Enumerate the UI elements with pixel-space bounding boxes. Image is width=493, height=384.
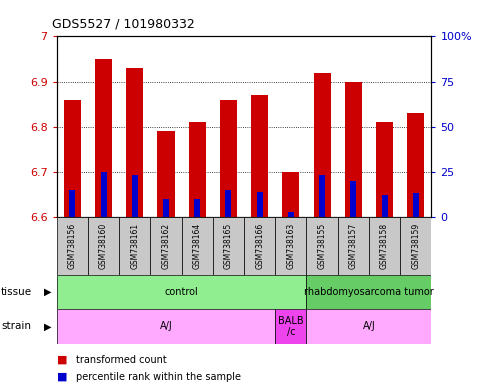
- Bar: [225, 190, 231, 217]
- Text: GSM738165: GSM738165: [224, 223, 233, 269]
- Bar: [275, 217, 307, 275]
- Text: GSM738155: GSM738155: [317, 223, 326, 269]
- Bar: [288, 212, 294, 217]
- Text: strain: strain: [1, 321, 31, 331]
- Bar: [351, 181, 356, 217]
- Text: GSM738158: GSM738158: [380, 223, 389, 269]
- Text: ▶: ▶: [44, 287, 52, 297]
- Text: GSM738160: GSM738160: [99, 223, 108, 269]
- Text: A/J: A/J: [362, 321, 375, 331]
- Text: GDS5527 / 101980332: GDS5527 / 101980332: [52, 17, 195, 30]
- Text: ■: ■: [57, 372, 67, 382]
- Text: GSM738156: GSM738156: [68, 223, 77, 269]
- Bar: [275, 309, 307, 344]
- Bar: [57, 309, 275, 344]
- Text: GSM738161: GSM738161: [130, 223, 139, 269]
- Bar: [314, 73, 331, 217]
- Text: transformed count: transformed count: [76, 355, 167, 365]
- Bar: [376, 122, 393, 217]
- Text: ■: ■: [57, 355, 67, 365]
- Text: ▶: ▶: [44, 321, 52, 331]
- Bar: [181, 217, 213, 275]
- Text: GSM738163: GSM738163: [286, 223, 295, 269]
- Bar: [57, 275, 307, 309]
- Bar: [157, 131, 175, 217]
- Text: GSM738157: GSM738157: [349, 223, 358, 269]
- Bar: [382, 195, 387, 217]
- Text: GSM738159: GSM738159: [411, 223, 420, 269]
- Bar: [400, 217, 431, 275]
- Bar: [244, 217, 275, 275]
- Bar: [194, 199, 200, 217]
- Text: percentile rank within the sample: percentile rank within the sample: [76, 372, 242, 382]
- Bar: [307, 309, 431, 344]
- Text: GSM738166: GSM738166: [255, 223, 264, 269]
- Bar: [369, 217, 400, 275]
- Bar: [163, 199, 169, 217]
- Bar: [282, 172, 299, 217]
- Bar: [413, 194, 419, 217]
- Bar: [70, 190, 75, 217]
- Bar: [251, 95, 268, 217]
- Bar: [57, 217, 88, 275]
- Bar: [64, 100, 81, 217]
- Bar: [88, 217, 119, 275]
- Bar: [220, 100, 237, 217]
- Bar: [150, 217, 181, 275]
- Bar: [307, 275, 431, 309]
- Text: rhabdomyosarcoma tumor: rhabdomyosarcoma tumor: [304, 287, 434, 297]
- Bar: [257, 192, 263, 217]
- Bar: [345, 82, 362, 217]
- Text: A/J: A/J: [160, 321, 173, 331]
- Bar: [95, 59, 112, 217]
- Bar: [132, 175, 138, 217]
- Bar: [101, 172, 106, 217]
- Bar: [319, 175, 325, 217]
- Bar: [307, 217, 338, 275]
- Bar: [189, 122, 206, 217]
- Bar: [407, 113, 424, 217]
- Text: tissue: tissue: [1, 287, 32, 297]
- Text: BALB
/c: BALB /c: [278, 316, 304, 337]
- Bar: [126, 68, 143, 217]
- Bar: [338, 217, 369, 275]
- Bar: [213, 217, 244, 275]
- Text: GSM738162: GSM738162: [162, 223, 171, 269]
- Text: control: control: [165, 287, 199, 297]
- Bar: [119, 217, 150, 275]
- Text: GSM738164: GSM738164: [193, 223, 202, 269]
